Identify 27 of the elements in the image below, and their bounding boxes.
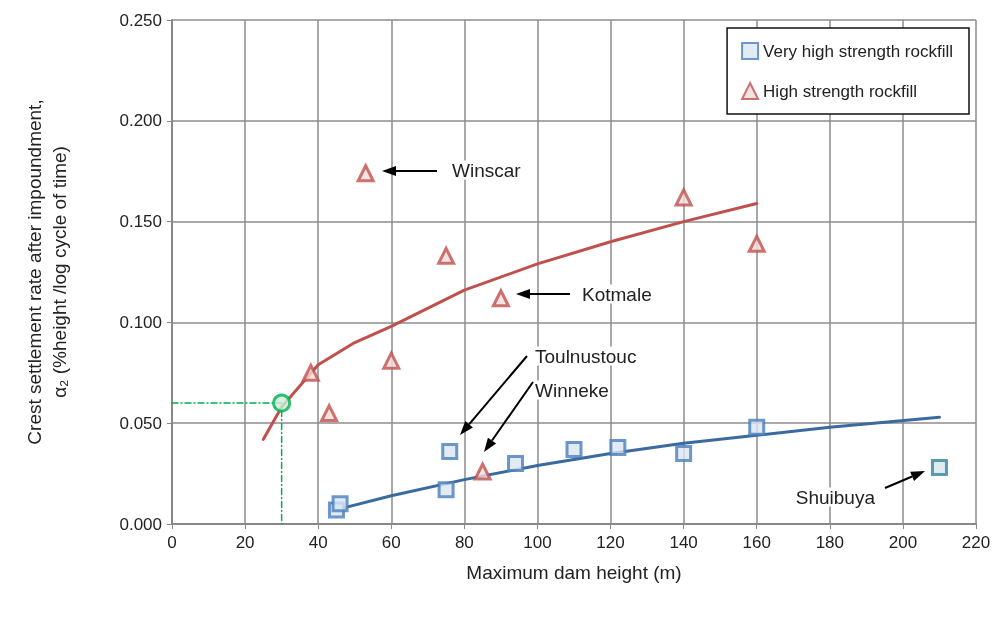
y-tick-label: 0.050	[119, 413, 162, 433]
x-tick-label: 120	[596, 533, 625, 552]
annotation: Winneke	[535, 379, 609, 401]
x-tick-label: 0	[167, 533, 177, 552]
x-tick-label: 160	[742, 533, 771, 552]
annotation: Shuibuya	[795, 486, 876, 508]
x-tick-label: 200	[888, 533, 918, 552]
y-tick-label: 0.250	[119, 10, 162, 30]
annotation: Winscar	[452, 159, 522, 181]
y-tick-label: 0.000	[119, 514, 162, 534]
x-axis-title: Maximum dam height (m)	[466, 562, 682, 583]
y-tick-label: 0.150	[119, 212, 162, 232]
x-tick-label: 100	[523, 533, 552, 552]
x-tick-label: 180	[815, 533, 845, 552]
annotation: Toulnustouc	[535, 345, 637, 367]
annotation: Kotmale	[582, 283, 652, 305]
x-tick-label: 220	[961, 533, 991, 552]
legend-label: Very high strength rockfill	[763, 41, 953, 61]
x-tick-label: 140	[669, 533, 698, 552]
x-tick-label: 40	[308, 533, 328, 552]
y-tick-label: 0.100	[119, 312, 162, 332]
x-tick-label: 60	[381, 533, 401, 552]
y-axis-title: Crest settlement rate after impoundment, α₂ (%height /log cycle of time)	[24, 99, 70, 445]
x-tick-label: 20	[235, 533, 255, 552]
x-tick-label: 80	[454, 533, 474, 552]
y-tick-label: 0.200	[119, 111, 162, 131]
legend-label: High strength rockfill	[763, 81, 918, 101]
